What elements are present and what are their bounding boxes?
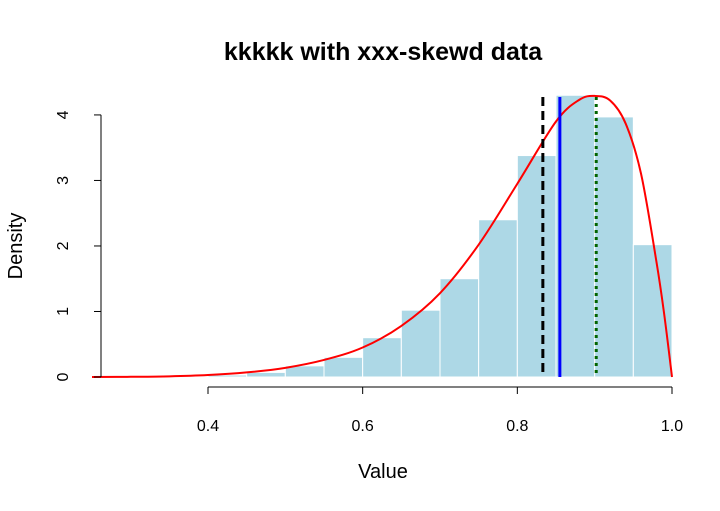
x-axis-label: Value bbox=[358, 461, 408, 483]
histogram-bar bbox=[246, 371, 286, 378]
histogram-bar bbox=[439, 278, 480, 378]
x-tick-label: 0.4 bbox=[197, 418, 219, 435]
histogram-bar bbox=[478, 219, 518, 378]
histogram-bar bbox=[516, 155, 557, 378]
histogram-bar bbox=[323, 356, 364, 378]
y-axis: 0 1 2 3 4 bbox=[55, 110, 102, 381]
histogram-bars bbox=[168, 94, 673, 378]
chart-title: kkkkk with xxx-skewd data bbox=[224, 38, 543, 66]
histogram-bar bbox=[400, 309, 441, 378]
histogram-bar bbox=[632, 244, 673, 378]
x-tick-label: 0.8 bbox=[506, 418, 528, 435]
histogram-bar bbox=[555, 94, 596, 378]
reference-lines bbox=[541, 97, 598, 377]
histogram-bar bbox=[362, 337, 402, 378]
y-tick-label: 1 bbox=[55, 307, 72, 316]
histogram-bar bbox=[594, 116, 634, 378]
x-axis: 0.4 0.6 0.8 1.0 bbox=[197, 386, 683, 435]
y-tick-label: 0 bbox=[55, 372, 72, 381]
x-tick-label: 0.6 bbox=[352, 418, 374, 435]
y-axis-label: Density bbox=[5, 213, 27, 280]
y-tick-label: 4 bbox=[55, 110, 72, 119]
x-tick-label: 1.0 bbox=[661, 418, 683, 435]
y-tick-label: 2 bbox=[55, 241, 72, 250]
density-curve bbox=[91, 94, 673, 378]
y-tick-label: 3 bbox=[55, 176, 72, 185]
